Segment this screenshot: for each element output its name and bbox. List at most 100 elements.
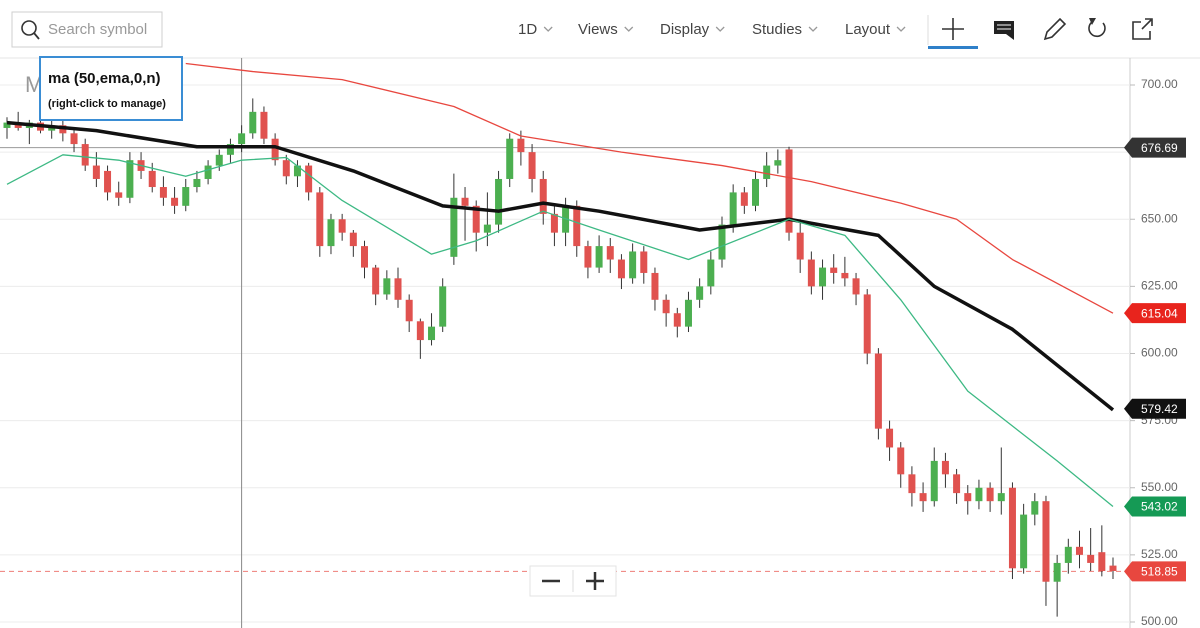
price-tag: [1124, 398, 1186, 419]
y-tick-label: 625.00: [1141, 279, 1178, 293]
candle-body: [684, 299, 692, 327]
candle-body: [372, 267, 380, 295]
candle-body: [327, 219, 335, 247]
candle-body: [1042, 501, 1050, 582]
candle-body: [785, 149, 793, 233]
search-placeholder: Search symbol: [48, 21, 147, 38]
candle-body: [81, 144, 89, 166]
chevron: [715, 26, 725, 32]
search-box[interactable]: [11, 11, 163, 48]
candle-body: [416, 321, 424, 341]
candle-body: [126, 160, 134, 198]
y-tick-label: 650.00: [1141, 211, 1178, 225]
candle-body: [1075, 546, 1083, 555]
candle-body: [819, 267, 827, 287]
candle-body: [707, 259, 715, 287]
search-icon: [21, 20, 37, 36]
candle-body: [1098, 552, 1106, 571]
candle-body: [796, 232, 804, 260]
candle-body: [774, 160, 782, 166]
candle-body: [104, 170, 112, 193]
toolbar-menu[interactable]: Layout: [845, 21, 891, 38]
candle-body: [316, 192, 324, 247]
candle-body: [204, 165, 212, 179]
legend-letter: M: [25, 72, 43, 97]
candle-body: [193, 178, 201, 188]
y-tick-label: 550.00: [1141, 480, 1178, 494]
candle-body: [595, 246, 603, 268]
candle-body: [629, 251, 637, 279]
candle-body: [1064, 546, 1072, 563]
candle-body: [662, 299, 670, 314]
candle-body: [159, 187, 167, 198]
moving-average: [6, 154, 1114, 508]
candle-body: [115, 192, 123, 198]
toolbar-menu[interactable]: 1D: [518, 21, 537, 38]
candle-body: [148, 170, 156, 188]
study-tooltip[interactable]: [39, 56, 183, 121]
candle-body: [439, 286, 447, 327]
candle-body: [696, 286, 704, 300]
price-tag-label: 579.42: [1141, 402, 1178, 416]
toolbar-menu[interactable]: Studies: [752, 21, 802, 38]
price-tag-label: 676.69: [1141, 141, 1178, 155]
candle-body: [1008, 487, 1016, 569]
candle-body: [584, 246, 592, 268]
reset-tool[interactable]: [1088, 18, 1106, 38]
candle-body: [1109, 565, 1117, 571]
search-icon: [33, 32, 40, 40]
candle-body: [226, 144, 234, 155]
y-tick-label: 525.00: [1141, 547, 1178, 561]
candle-body: [841, 272, 849, 279]
candle-body: [550, 213, 558, 233]
candle-body: [293, 165, 301, 177]
toolbar-menu[interactable]: Display: [660, 21, 710, 38]
toolbar-menu[interactable]: Views: [578, 21, 618, 38]
candle-body: [92, 165, 100, 179]
candle-body: [908, 474, 916, 494]
candle-body: [729, 192, 737, 225]
chevron: [896, 26, 906, 32]
candle-body: [3, 122, 11, 128]
chevron: [624, 26, 634, 32]
candle-body: [975, 487, 983, 502]
candle-body: [886, 428, 894, 448]
candle-body: [394, 278, 402, 300]
candle-body: [863, 294, 871, 354]
candle-body: [1053, 562, 1061, 582]
candle-body: [450, 197, 458, 257]
candle-body: [807, 259, 815, 287]
candle-body: [651, 272, 659, 300]
active-underline: [928, 46, 978, 49]
zoom-in[interactable]: [586, 572, 604, 590]
candle-body: [874, 353, 882, 429]
candle-body: [182, 187, 190, 206]
candle-body: [70, 133, 78, 145]
chevron: [808, 26, 818, 32]
candle-body: [171, 197, 179, 206]
y-tick-label: 700.00: [1141, 77, 1178, 91]
moving-average: [6, 120, 1115, 412]
candle-body: [472, 205, 480, 233]
candle-body: [461, 197, 469, 206]
candle-body: [539, 178, 547, 214]
crosshair-tool[interactable]: [942, 18, 964, 40]
y-tick-label: 500.00: [1141, 614, 1178, 628]
price-tag: [1124, 303, 1186, 324]
candle-body: [718, 224, 726, 260]
candle-body: [673, 313, 681, 327]
candle-body: [1087, 554, 1095, 563]
candle-body: [238, 133, 246, 145]
price-tag: [1124, 137, 1186, 158]
comment-tool[interactable]: [994, 21, 1014, 40]
candle-body: [752, 178, 760, 206]
draw-tool[interactable]: [1043, 17, 1067, 41]
candle-body: [282, 160, 290, 177]
price-tag-label: 518.85: [1141, 565, 1178, 579]
candle-body: [897, 447, 905, 475]
candle-body: [852, 278, 860, 295]
candle-body: [964, 493, 972, 502]
popout-tool[interactable]: [1132, 18, 1153, 40]
